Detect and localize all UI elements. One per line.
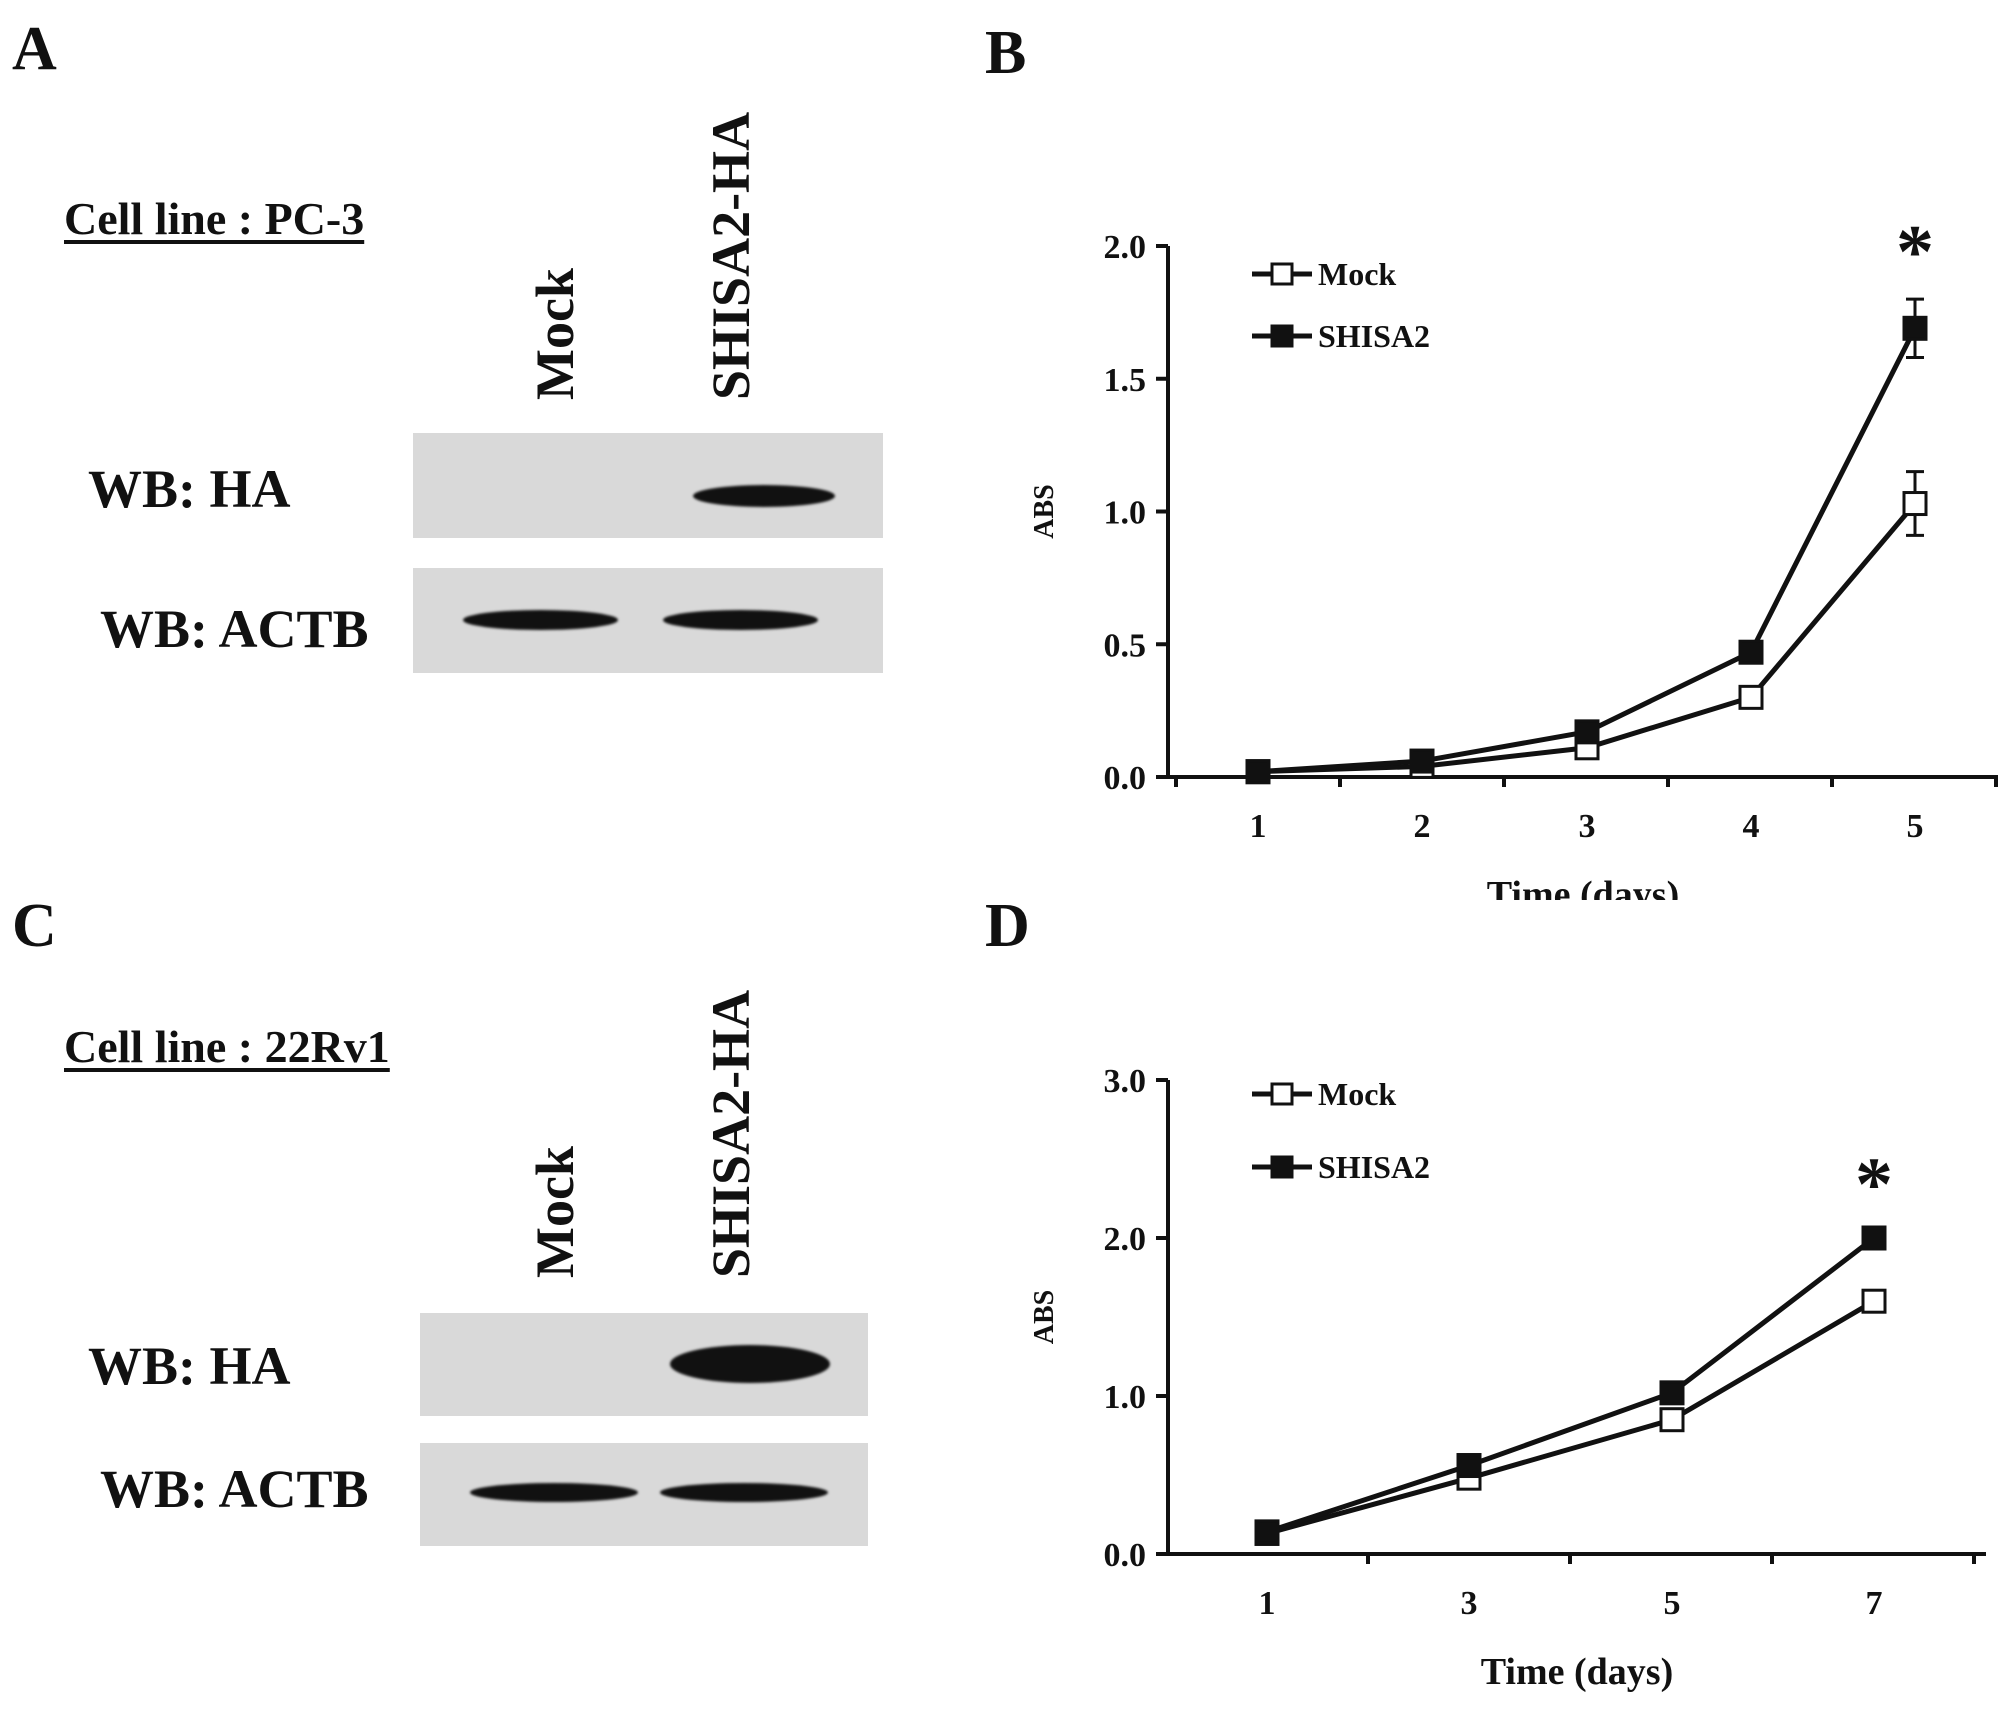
cell-line-label: Cell line : PC-3	[64, 193, 365, 244]
panel-letter-a: A	[12, 15, 57, 83]
y-tick-label: 2.0	[1104, 1221, 1147, 1258]
line-chart-b: 0.0 0.5 1.0 1.5 2.0 1 2 3 4 5 Time (days) ABS Mock SH…	[1029, 210, 1998, 900]
band	[470, 1483, 638, 1502]
legend-label: Mock	[1318, 256, 1396, 292]
data-point	[1409, 748, 1435, 774]
data-point	[1659, 1407, 1685, 1433]
y-tick-label: 1.0	[1104, 495, 1147, 532]
legend-label: SHISA2	[1318, 318, 1430, 354]
panel-letter-c: C	[12, 892, 57, 960]
data-point	[1738, 684, 1764, 710]
y-tick-label: 0.0	[1104, 760, 1147, 797]
y-tick-label: 0.0	[1104, 1537, 1147, 1574]
legend-marker	[1270, 324, 1294, 348]
data-point	[1245, 759, 1271, 785]
x-axis-title: Time (days)	[1481, 1651, 1673, 1693]
y-axis-title: ABS	[1029, 1290, 1060, 1344]
data-point	[1659, 1380, 1685, 1406]
x-tick-label: 5	[1907, 808, 1924, 845]
y-tick-label: 0.5	[1104, 627, 1147, 664]
x-tick-label: 7	[1866, 1585, 1883, 1622]
band	[663, 610, 818, 630]
data-point	[1861, 1225, 1887, 1251]
data-point	[1456, 1453, 1482, 1479]
x-axis-title: Time (days)	[1487, 874, 1679, 900]
data-point	[1902, 491, 1928, 517]
significance-asterisk: *	[1896, 210, 1934, 294]
legend-marker	[1270, 1155, 1294, 1179]
panel-letter-b: B	[985, 19, 1027, 87]
y-axis-title: ABS	[1029, 484, 1060, 538]
panel-letter-d: D	[985, 892, 1030, 960]
data-point	[1902, 315, 1928, 341]
y-tick-label: 3.0	[1104, 1063, 1147, 1100]
y-tick-label: 1.5	[1104, 362, 1147, 399]
band	[660, 1483, 828, 1502]
band	[670, 1345, 830, 1383]
significance-asterisk: *	[1855, 1143, 1893, 1227]
series-line	[1266, 1236, 1876, 1535]
data-point	[1254, 1519, 1280, 1545]
cell-line-label: Cell line : 22Rv1	[64, 1021, 390, 1072]
blot-label-actb: WB: ACTB	[100, 599, 369, 659]
data-point	[1738, 639, 1764, 665]
band	[693, 485, 835, 507]
y-tick-label: 2.0	[1104, 229, 1147, 266]
data-point	[1861, 1288, 1887, 1314]
legend-marker	[1270, 1082, 1294, 1106]
x-tick-label: 3	[1579, 808, 1596, 845]
band	[463, 610, 618, 630]
blot-label-actb: WB: ACTB	[100, 1459, 369, 1519]
data-point	[1574, 719, 1600, 745]
x-tick-label: 1	[1259, 1585, 1276, 1622]
y-tick-label: 1.0	[1104, 1379, 1147, 1416]
blot-strip-ha	[420, 1313, 868, 1416]
blot-label-ha: WB: HA	[88, 459, 291, 519]
x-tick-label: 4	[1743, 808, 1760, 845]
blot-label-ha: WB: HA	[88, 1336, 291, 1396]
legend-label: Mock	[1318, 1076, 1396, 1112]
legend-label: SHISA2	[1318, 1149, 1430, 1185]
blot-strip-ha	[413, 433, 883, 538]
x-tick-label: 5	[1664, 1585, 1681, 1622]
blot-strip-actb	[420, 1443, 868, 1546]
x-tick-label: 2	[1414, 808, 1431, 845]
legend-marker	[1270, 262, 1294, 286]
x-tick-label: 3	[1461, 1585, 1478, 1622]
x-tick-label: 1	[1250, 808, 1267, 845]
blot-strip-actb	[413, 568, 883, 673]
series-line	[1266, 1299, 1876, 1536]
